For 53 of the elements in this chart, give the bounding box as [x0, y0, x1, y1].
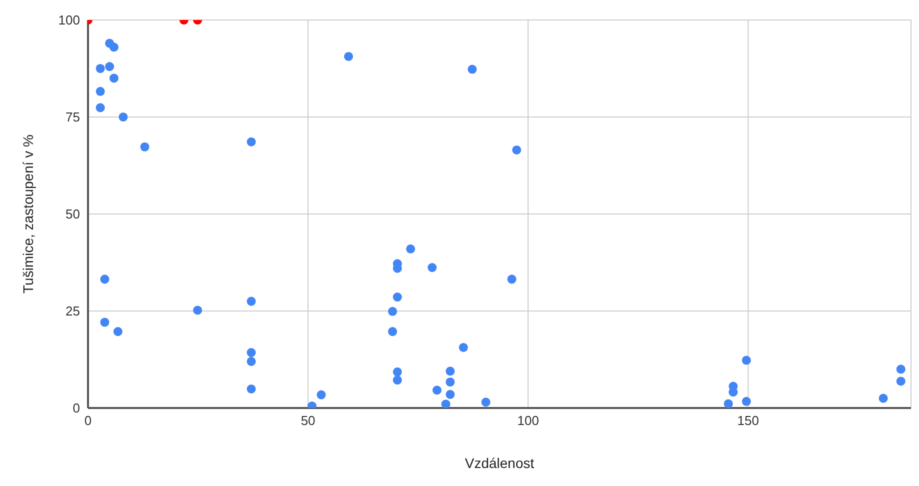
point [118, 112, 128, 122]
x-tick-label: 0 [84, 413, 92, 428]
point [446, 390, 455, 399]
point [896, 376, 906, 386]
x-tick-label: 100 [517, 413, 539, 428]
x-tick-label: 50 [300, 413, 316, 428]
x-tick-label: 150 [737, 413, 760, 428]
point [96, 103, 105, 112]
point [446, 378, 455, 387]
point [105, 62, 114, 72]
point [316, 390, 326, 400]
y-tick-label: 75 [66, 110, 80, 125]
point [100, 318, 110, 327]
point [428, 263, 437, 272]
y-tick-label: 50 [66, 206, 80, 222]
point [109, 42, 118, 52]
point [392, 292, 402, 302]
point [388, 327, 398, 336]
point [481, 398, 490, 407]
point [507, 274, 516, 284]
point [100, 274, 110, 284]
y-tick-label: 100 [58, 12, 80, 28]
point [109, 74, 118, 83]
point [896, 364, 906, 374]
point [246, 137, 256, 146]
point [458, 342, 468, 352]
point [388, 306, 398, 316]
point [512, 145, 522, 154]
point [96, 64, 105, 74]
point [468, 64, 477, 74]
point [96, 86, 105, 96]
x-axis-title: Vzdálenost [464, 454, 534, 471]
point [742, 396, 751, 406]
point [193, 306, 202, 315]
point [432, 386, 442, 395]
point [113, 327, 122, 336]
point [246, 348, 256, 358]
point [742, 356, 751, 365]
point [140, 142, 150, 152]
point [246, 384, 256, 394]
point [446, 366, 455, 376]
point [878, 394, 888, 403]
point [392, 376, 402, 385]
point [246, 356, 256, 366]
y-axis-title: Tušimice, zastoupení v % [20, 134, 36, 294]
point [724, 399, 733, 408]
point [246, 296, 256, 306]
point [406, 244, 416, 254]
point [441, 400, 450, 408]
point [392, 367, 402, 376]
point [344, 52, 354, 61]
y-tick-label: 0 [72, 400, 80, 416]
y-tick-label: 25 [66, 304, 80, 319]
